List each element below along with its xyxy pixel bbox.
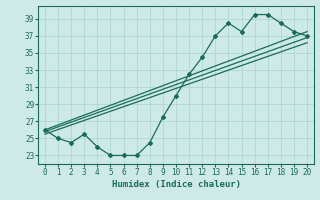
X-axis label: Humidex (Indice chaleur): Humidex (Indice chaleur): [111, 180, 241, 189]
